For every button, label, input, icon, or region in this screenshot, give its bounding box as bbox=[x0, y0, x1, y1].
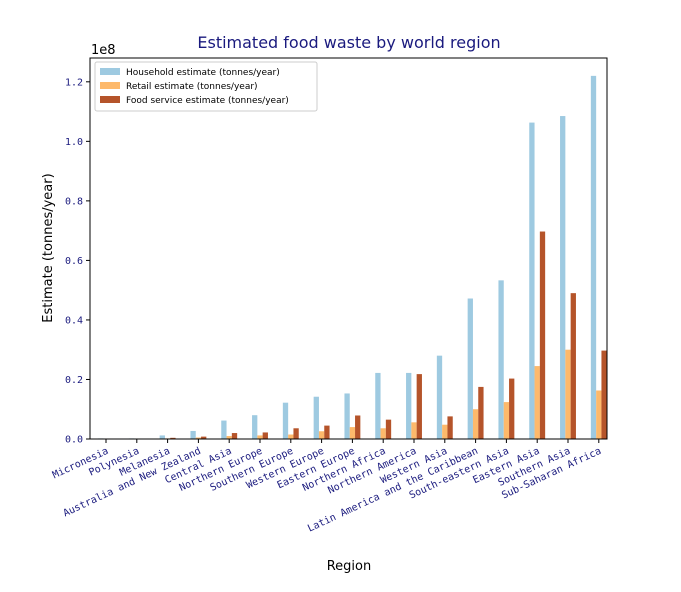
bar-series2-8 bbox=[355, 415, 361, 439]
bar-series2-7 bbox=[324, 425, 330, 439]
bar-series1-10 bbox=[411, 422, 417, 439]
legend-label-1: Retail estimate (tonnes/year) bbox=[126, 82, 258, 92]
bar-series2-3 bbox=[201, 436, 207, 439]
y-tick-label-5: 1.0 bbox=[65, 137, 83, 148]
y-tick-label-0: 0.0 bbox=[65, 435, 83, 446]
bar-series2-9 bbox=[385, 419, 392, 439]
y-tick-label-6: 1.2 bbox=[65, 77, 83, 88]
y-axis-label: Estimate (tonnes/year) bbox=[41, 173, 56, 322]
bar-series1-16 bbox=[596, 390, 602, 439]
bar-series1-8 bbox=[349, 427, 356, 439]
bar-series0-6 bbox=[282, 402, 289, 439]
bar-series0-12 bbox=[467, 298, 473, 439]
bar-series0-16 bbox=[590, 75, 597, 440]
bar-series1-9 bbox=[380, 428, 386, 439]
y-tick-label-3: 0.6 bbox=[65, 256, 83, 267]
y-tick-label-2: 0.4 bbox=[65, 315, 83, 326]
bar-series1-14 bbox=[534, 366, 540, 439]
legend-label-0: Household estimate (tonnes/year) bbox=[126, 68, 280, 78]
legend-swatch-1 bbox=[100, 82, 120, 89]
bar-series0-3 bbox=[190, 430, 196, 439]
bar-series0-5 bbox=[252, 415, 258, 439]
legend-swatch-2 bbox=[100, 96, 120, 103]
bar-series0-2 bbox=[159, 435, 165, 439]
bar-series0-4 bbox=[221, 420, 227, 439]
bar-series1-7 bbox=[318, 431, 325, 439]
bar-series2-5 bbox=[262, 432, 268, 439]
plot-frame bbox=[89, 57, 608, 440]
bar-series1-3 bbox=[195, 437, 202, 439]
x-axis-label: Region bbox=[327, 559, 372, 574]
bar-series2-15 bbox=[570, 293, 576, 439]
bar-series1-13 bbox=[503, 402, 510, 439]
bar-series1-6 bbox=[288, 434, 294, 439]
bar-series1-11 bbox=[442, 424, 448, 439]
legend-label-2: Food service estimate (tonnes/year) bbox=[126, 96, 289, 106]
bar-series0-14 bbox=[529, 122, 535, 439]
bar-series2-6 bbox=[293, 428, 299, 439]
bar-series2-4 bbox=[231, 433, 238, 439]
bar-series1-4 bbox=[226, 436, 232, 439]
legend-swatch-0 bbox=[100, 68, 120, 75]
bar-series0-13 bbox=[498, 280, 504, 439]
y-tick-label-1: 0.2 bbox=[65, 375, 83, 386]
legend-box bbox=[94, 61, 318, 112]
bar-series0-8 bbox=[344, 393, 350, 439]
bar-series2-2 bbox=[170, 437, 176, 439]
legend: Household estimate (tonnes/year) Retail e… bbox=[94, 61, 318, 112]
bar-series2-14 bbox=[539, 231, 546, 439]
y-tick-label-4: 0.8 bbox=[65, 196, 83, 207]
bar-series2-13 bbox=[509, 378, 515, 439]
y-offset-label: 1e8 bbox=[91, 43, 116, 58]
bar-series1-5 bbox=[257, 435, 263, 439]
bar-series0-7 bbox=[313, 396, 319, 439]
bar-series0-11 bbox=[436, 355, 443, 439]
chart-title: Estimated food waste by world region bbox=[197, 33, 500, 52]
bar-series2-16 bbox=[601, 350, 607, 439]
bar-series1-15 bbox=[565, 349, 571, 439]
bar-series2-12 bbox=[478, 386, 484, 439]
bar-series0-9 bbox=[375, 372, 381, 439]
bar-series0-15 bbox=[560, 116, 566, 439]
bar-series0-10 bbox=[406, 372, 412, 439]
bars-layer bbox=[98, 75, 607, 440]
bar-series2-10 bbox=[416, 374, 422, 439]
bar-series1-12 bbox=[472, 409, 479, 439]
bar-series2-11 bbox=[447, 416, 453, 439]
y-ticks: 0.0 0.2 0.4 0.6 0.8 1.0 1.2 bbox=[65, 77, 90, 446]
